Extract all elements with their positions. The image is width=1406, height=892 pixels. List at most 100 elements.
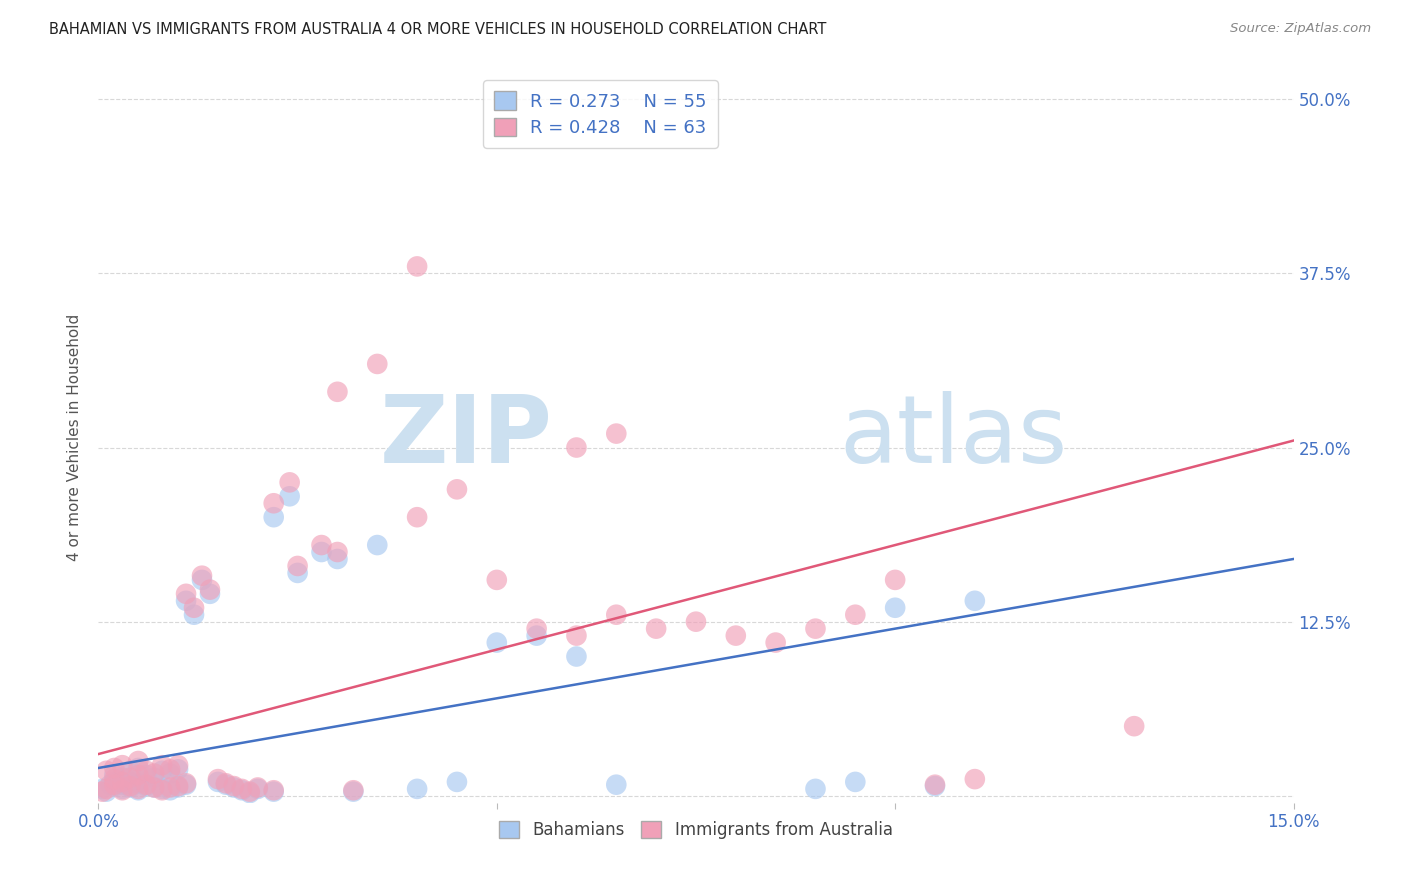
Point: [127, 776, 149, 790]
Point: [191, 568, 214, 582]
Point: [406, 510, 429, 524]
Point: [98, 778, 122, 792]
Point: [446, 483, 468, 497]
Point: [150, 783, 173, 797]
Point: [143, 766, 166, 780]
Point: [526, 622, 548, 636]
Y-axis label: 4 or more Vehicles in Household: 4 or more Vehicles in Household: [67, 313, 83, 561]
Point: [246, 780, 269, 795]
Point: [366, 357, 388, 371]
Point: [183, 607, 205, 622]
Point: [366, 538, 388, 552]
Point: [103, 761, 125, 775]
Point: [231, 783, 253, 797]
Point: [924, 778, 946, 792]
Point: [111, 771, 134, 785]
Point: [342, 785, 364, 799]
Point: [311, 538, 333, 552]
Point: [207, 775, 229, 789]
Point: [150, 758, 173, 772]
Point: [150, 781, 173, 796]
Point: [924, 779, 946, 793]
Text: ZIP: ZIP: [380, 391, 553, 483]
Point: [198, 582, 221, 597]
Point: [120, 775, 142, 789]
Point: [159, 783, 181, 797]
Point: [143, 780, 166, 795]
Point: [844, 607, 866, 622]
Point: [103, 775, 125, 789]
Point: [150, 764, 173, 778]
Point: [103, 768, 125, 782]
Point: [231, 781, 253, 796]
Point: [174, 776, 197, 790]
Legend: Bahamians, Immigrants from Australia: Bahamians, Immigrants from Australia: [492, 814, 900, 846]
Point: [159, 763, 181, 777]
Point: [485, 573, 508, 587]
Point: [111, 778, 134, 792]
Point: [565, 649, 588, 664]
Point: [96, 764, 118, 778]
Point: [263, 785, 285, 799]
Point: [804, 781, 827, 796]
Point: [963, 594, 986, 608]
Point: [526, 629, 548, 643]
Point: [605, 607, 627, 622]
Point: [167, 758, 190, 772]
Point: [326, 545, 349, 559]
Point: [103, 778, 125, 792]
Point: [222, 779, 245, 793]
Point: [207, 772, 229, 786]
Point: [159, 766, 181, 780]
Point: [135, 779, 157, 793]
Point: [120, 771, 142, 785]
Point: [804, 622, 827, 636]
Point: [215, 778, 238, 792]
Point: [111, 775, 134, 789]
Point: [287, 566, 309, 580]
Point: [884, 573, 907, 587]
Point: [565, 441, 588, 455]
Point: [174, 587, 197, 601]
Point: [96, 785, 118, 799]
Point: [91, 781, 114, 796]
Point: [239, 785, 262, 799]
Point: [127, 761, 149, 775]
Point: [685, 615, 707, 629]
Point: [127, 754, 149, 768]
Point: [103, 779, 125, 793]
Point: [215, 776, 238, 790]
Point: [127, 783, 149, 797]
Point: [278, 475, 301, 490]
Point: [263, 783, 285, 797]
Point: [135, 764, 157, 778]
Point: [120, 764, 142, 778]
Point: [485, 635, 508, 649]
Text: BAHAMIAN VS IMMIGRANTS FROM AUSTRALIA 4 OR MORE VEHICLES IN HOUSEHOLD CORRELATIO: BAHAMIAN VS IMMIGRANTS FROM AUSTRALIA 4 …: [49, 22, 827, 37]
Point: [174, 594, 197, 608]
Point: [222, 780, 245, 795]
Point: [605, 778, 627, 792]
Point: [167, 780, 190, 795]
Point: [120, 779, 142, 793]
Point: [326, 384, 349, 399]
Point: [111, 781, 134, 796]
Point: [406, 781, 429, 796]
Point: [263, 510, 285, 524]
Point: [342, 783, 364, 797]
Point: [111, 783, 134, 797]
Point: [96, 781, 118, 796]
Point: [645, 622, 668, 636]
Point: [287, 558, 309, 573]
Point: [239, 786, 262, 800]
Point: [263, 496, 285, 510]
Point: [963, 772, 986, 786]
Point: [446, 775, 468, 789]
Point: [724, 629, 747, 643]
Point: [844, 775, 866, 789]
Point: [143, 780, 166, 795]
Text: atlas: atlas: [839, 391, 1067, 483]
Point: [884, 600, 907, 615]
Point: [278, 489, 301, 503]
Point: [111, 758, 134, 772]
